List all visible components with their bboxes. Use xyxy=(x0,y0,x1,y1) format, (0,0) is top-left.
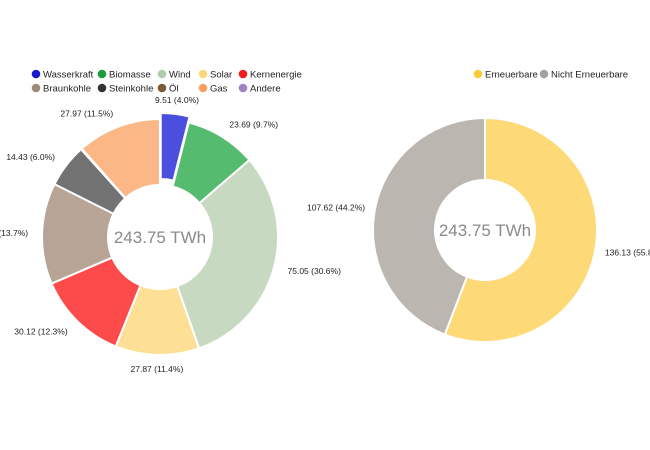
legend-item-wasserkraft[interactable]: Wasserkraft xyxy=(31,69,94,81)
legend-item-braunkohle[interactable]: Braunkohle xyxy=(31,83,91,95)
legend-marker-steinkohle xyxy=(97,83,107,93)
legend-item-solar[interactable]: Solar xyxy=(198,69,232,81)
legend-marker-biomasse xyxy=(97,69,107,79)
legend-marker-wasserkraft xyxy=(31,69,41,79)
legend-marker-oel xyxy=(157,83,167,93)
energy-mix-donut-chart: Wasserkraft Biomasse Wind Solar Kernenergie B… xyxy=(0,70,341,375)
legend-label-oel: Öl xyxy=(169,84,179,95)
legend-label-nicht-erneuerbare: Nicht Erneuerbare xyxy=(551,70,628,81)
data-label-gas: 27.97 (11.5%) xyxy=(60,109,113,119)
legend-label-steinkohle: Steinkohle xyxy=(109,84,153,95)
legend-label-wasserkraft: Wasserkraft xyxy=(43,70,94,81)
legend-marker-solar xyxy=(198,69,208,79)
legend-marker-gas xyxy=(198,83,208,93)
legend-label-andere: Andere xyxy=(250,84,281,95)
slice-erneuerbare[interactable] xyxy=(443,117,599,343)
legend-item-wind[interactable]: Wind xyxy=(157,69,191,81)
data-label-biomasse: 23.69 (9.7%) xyxy=(229,120,278,130)
legend-label-wind: Wind xyxy=(169,70,191,81)
center-total-label: 243.75 TWh xyxy=(114,228,206,247)
data-label-wind: 75.05 (30.6%) xyxy=(288,266,342,276)
legend-item-nicht-erneuerbare[interactable]: Nicht Erneuerbare xyxy=(539,69,628,81)
slice-wind[interactable] xyxy=(176,159,279,350)
data-label-wasserkraft: 9.51 (4.0%) xyxy=(155,95,199,105)
data-label-erneuerbare: 136.13 (55.8%) xyxy=(605,247,650,257)
data-label-steinkohle: 14.43 (6.0%) xyxy=(6,152,55,162)
renewable-share-donut-chart: Erneuerbare Nicht Erneuerbare 136.13 (55.8… xyxy=(307,70,650,343)
legend-marker-nicht-erneuerbare xyxy=(539,69,549,79)
legend-item-gas[interactable]: Gas xyxy=(198,83,228,95)
legend-marker-braunkohle xyxy=(31,83,41,93)
legend-marker-andere xyxy=(238,83,248,93)
legend-marker-wind xyxy=(157,69,167,79)
data-label-solar: 27.87 (11.4%) xyxy=(131,364,184,374)
slice-nicht-erneuerbare[interactable] xyxy=(372,117,486,336)
legend-label-erneuerbare: Erneuerbare xyxy=(485,70,538,81)
legend-item-kernenergie[interactable]: Kernenergie xyxy=(238,69,302,81)
legend-label-biomasse: Biomasse xyxy=(109,70,151,81)
legend-item-andere[interactable]: Andere xyxy=(238,83,281,95)
legend-item-oel[interactable]: Öl xyxy=(157,83,179,95)
legend-label-braunkohle: Braunkohle xyxy=(43,84,91,95)
legend-marker-erneuerbare xyxy=(473,69,483,79)
legend-label-solar: Solar xyxy=(210,70,232,81)
legend-item-steinkohle[interactable]: Steinkohle xyxy=(97,83,154,95)
center-total-label: 243.75 TWh xyxy=(439,221,531,240)
legend-label-gas: Gas xyxy=(210,84,228,95)
data-label-kernenergie: 30.12 (12.3%) xyxy=(14,326,68,336)
legend-marker-kernenergie xyxy=(238,69,248,79)
data-label-nicht-erneuerbare: 107.62 (44.2%) xyxy=(307,203,365,213)
legend-item-biomasse[interactable]: Biomasse xyxy=(97,69,151,81)
legend-label-kernenergie: Kernenergie xyxy=(250,70,302,81)
legend-item-erneuerbare[interactable]: Erneuerbare xyxy=(473,69,538,81)
data-label-braunkohle: 33.59 (13.7%) xyxy=(0,228,28,238)
